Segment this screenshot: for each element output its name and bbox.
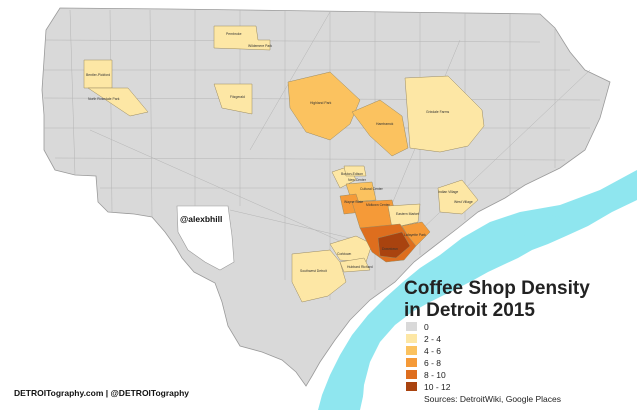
nb-label: Indian Village <box>438 190 458 194</box>
canada-shore <box>362 200 637 410</box>
nb-north-rosedale-park <box>87 87 149 117</box>
legend-swatch <box>406 334 417 343</box>
nb-label: New Center <box>348 178 367 182</box>
legend-label: 4 - 6 <box>424 346 441 356</box>
nb-hubbard-richard <box>339 257 371 273</box>
legend-swatch <box>406 382 417 391</box>
nb-highland-park <box>287 71 361 141</box>
nb-label: Hubbard Richard <box>347 265 373 269</box>
nb-corktown <box>329 235 373 263</box>
legend-swatch <box>406 370 417 379</box>
neighborhood-layer <box>83 25 485 303</box>
nb-label: West Village <box>454 200 473 204</box>
nb-label: Wayne State <box>344 200 363 204</box>
legend-label: 6 - 8 <box>424 358 441 368</box>
map-title-line1: Coffee Shop Density <box>404 278 590 299</box>
legend-swatch <box>406 322 417 331</box>
nb-label: Fitzgerald <box>230 95 245 99</box>
handle-label: @alexbhill <box>180 214 222 224</box>
nb-boston-edison <box>343 165 367 177</box>
nb-fitzgerald <box>213 83 253 115</box>
nb-lafayette-park <box>401 221 431 247</box>
nb-label: Boston-Edison <box>341 172 363 176</box>
nb-label: Highland Park <box>310 101 332 105</box>
nb-indian-village <box>437 179 479 215</box>
nb-label: Grixdale Farms <box>426 110 449 114</box>
legend-label: 0 <box>424 322 429 332</box>
nb-label: Wildemere Park <box>248 44 272 48</box>
nb-pembroke <box>213 25 271 51</box>
dearborn-notch <box>176 205 235 271</box>
legend-label: 8 - 10 <box>424 370 446 380</box>
map-title-line2: in Detroit 2015 <box>404 300 535 321</box>
sources-note: Sources: DetroitWiki, Google Places <box>424 394 561 404</box>
nb-hamtramck <box>351 99 409 157</box>
belle-isle <box>488 215 560 245</box>
nb-label: Bentler-Pickford <box>86 73 110 77</box>
nb-label: Midtown Center <box>366 203 391 207</box>
nb-label: Southwest Detroit <box>300 269 327 273</box>
nb-label: Hamtramck <box>376 122 394 126</box>
legend-swatch <box>406 358 417 367</box>
nb-grixdale-boston <box>404 75 485 153</box>
nb-label: Eastern Market <box>396 212 419 216</box>
neighborhood-labels: Pembroke Wildemere Park Bentler-Pickford… <box>86 32 473 273</box>
nb-label: North Rosedale Park <box>88 97 120 101</box>
legend-swatch <box>406 346 417 355</box>
legend-label: 10 - 12 <box>424 382 451 392</box>
footer-credit: DETROITography.com | @DETROITography <box>14 388 189 398</box>
nb-label: Downtown <box>382 247 398 251</box>
nb-label: Corktown <box>337 252 351 256</box>
nb-label: Lafayette Park <box>404 233 426 237</box>
legend: 0 2 - 4 4 - 6 6 - 8 8 - 10 10 - 12 <box>406 322 451 392</box>
nb-label: Pembroke <box>226 32 242 36</box>
nb-downtown-core <box>377 231 411 259</box>
legend-label: 2 - 4 <box>424 334 441 344</box>
nb-label: Cultural Center <box>360 187 384 191</box>
nb-southwest-detroit <box>291 249 347 303</box>
nb-eastern-market <box>387 203 421 229</box>
